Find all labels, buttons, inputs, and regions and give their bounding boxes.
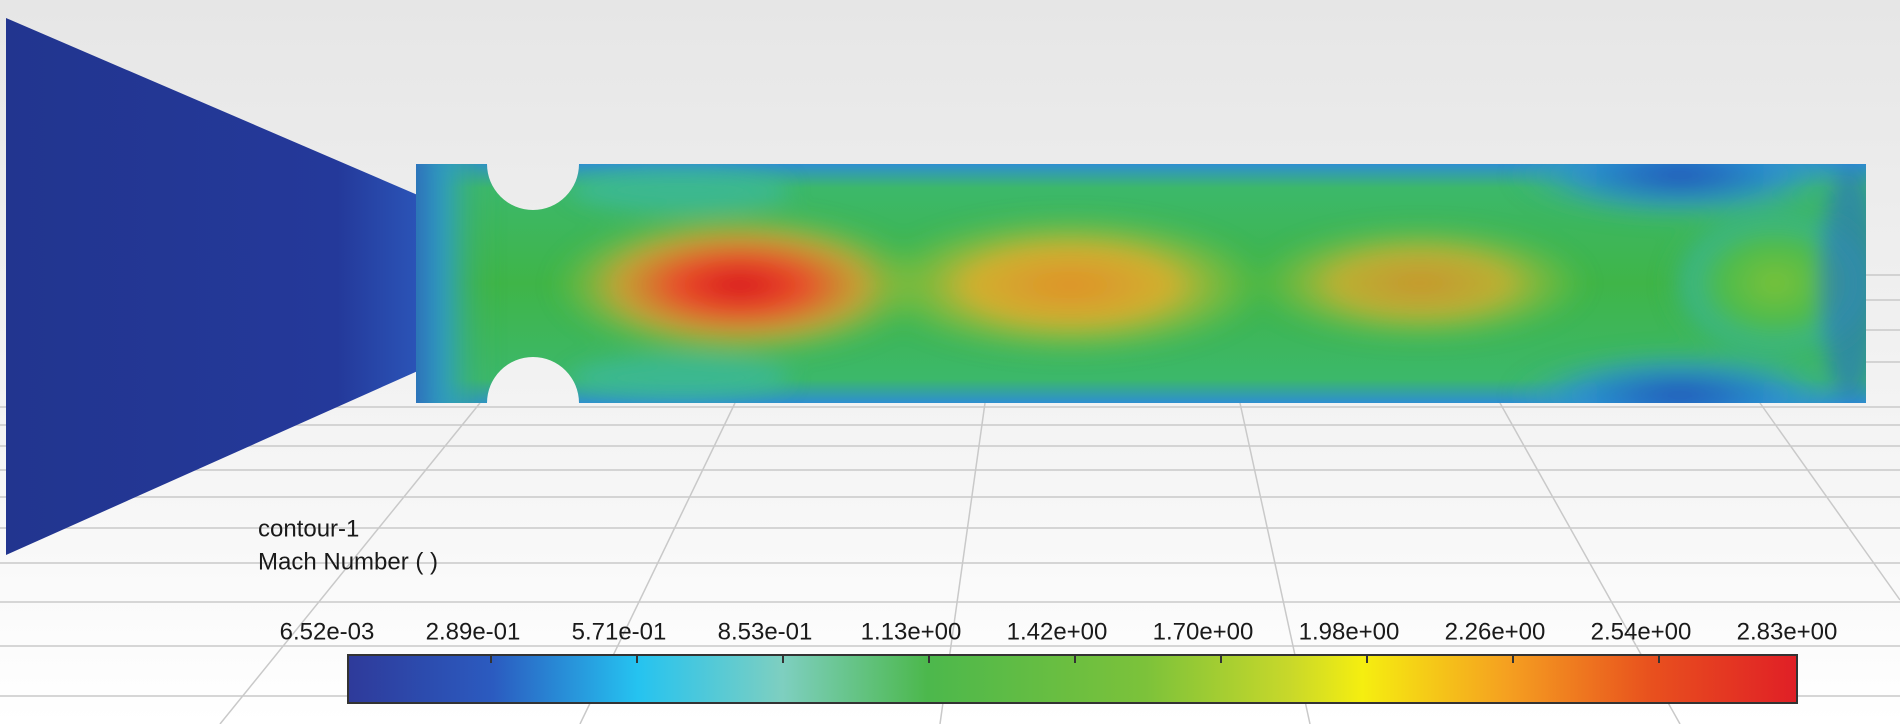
- colorbar-tick-label: 1.42e+00: [1007, 618, 1108, 645]
- colorbar: [347, 654, 1798, 704]
- colorbar-tick-label: 6.52e-03: [280, 618, 375, 645]
- colorbar-tick-label: 2.54e+00: [1591, 618, 1692, 645]
- colorbar-tick-label: 2.26e+00: [1445, 618, 1546, 645]
- channel-contour: [416, 164, 1866, 403]
- legend-title: contour-1: [258, 515, 359, 542]
- colorbar-tick-label: 1.13e+00: [861, 618, 962, 645]
- colorbar-tick-label: 1.70e+00: [1153, 618, 1254, 645]
- colorbar-ticks: 6.52e-03 2.89e-01 5.71e-01 8.53e-01 1.13e+00…: [280, 618, 1838, 663]
- colorbar-tick-label: 8.53e-01: [718, 618, 813, 645]
- colorbar-tick-label: 1.98e+00: [1299, 618, 1400, 645]
- colorbar-tick-label: 2.83e+00: [1737, 618, 1838, 645]
- legend-variable: Mach Number ( ): [258, 548, 438, 575]
- colorbar-tick-label: 2.89e-01: [426, 618, 521, 645]
- inlet-cone: [6, 18, 420, 555]
- colorbar-tick-label: 5.71e-01: [572, 618, 667, 645]
